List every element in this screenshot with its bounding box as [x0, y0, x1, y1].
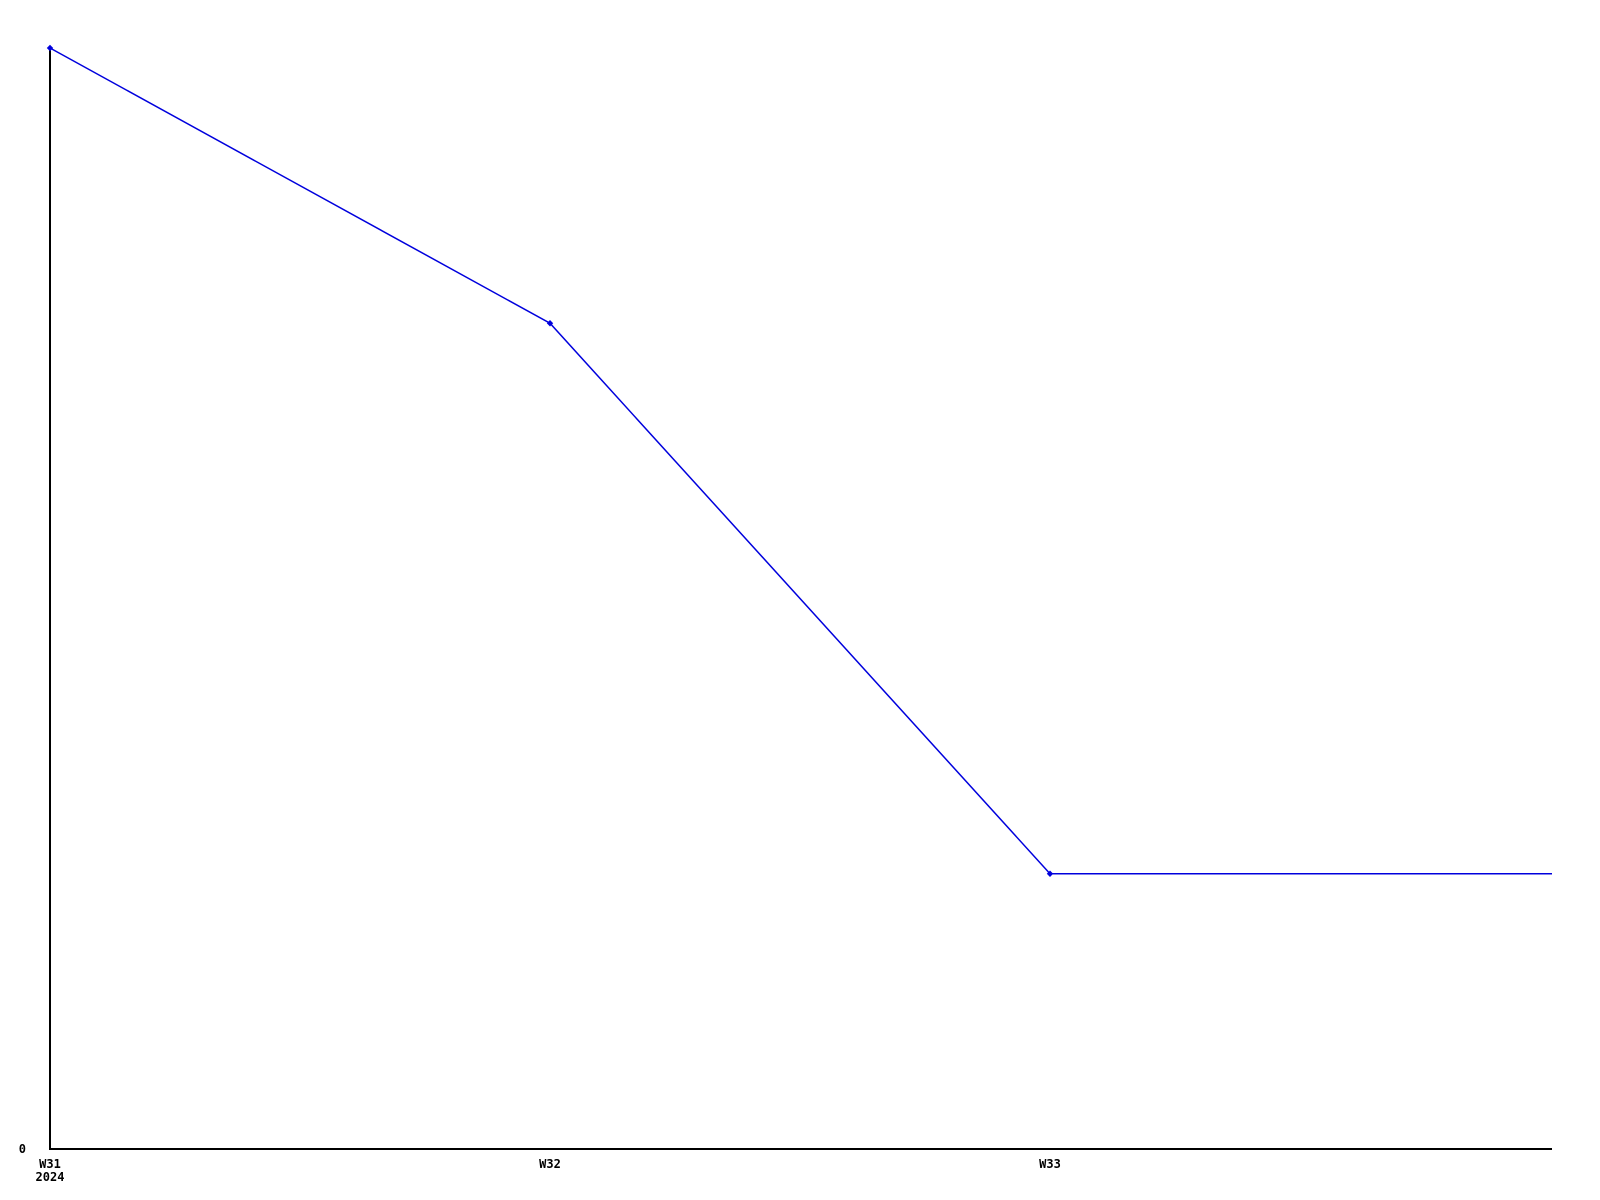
x-tick-w32: W32	[539, 1158, 561, 1171]
x-tick-w33: W33	[1039, 1158, 1061, 1171]
x-tick-w31: W31 2024	[36, 1158, 65, 1184]
x-tick-sublabel: 2024	[35, 1170, 65, 1184]
data-point-marker	[46, 44, 54, 52]
data-point-marker	[1046, 870, 1054, 877]
x-tick-label: W33	[1039, 1157, 1061, 1171]
y-tick-label-zero: 0	[18, 1142, 26, 1156]
series-line	[49, 47, 1552, 875]
x-tick-label: W32	[539, 1157, 561, 1171]
data-point-marker	[546, 320, 554, 327]
x-tick-label: W31	[39, 1157, 61, 1171]
